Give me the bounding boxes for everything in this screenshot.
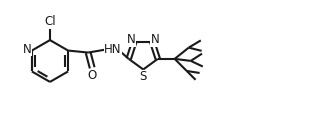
Text: N: N (23, 43, 31, 56)
Text: S: S (139, 70, 146, 83)
Text: Cl: Cl (44, 15, 56, 28)
Text: N: N (151, 33, 159, 46)
Text: O: O (88, 69, 97, 82)
Text: HN: HN (104, 43, 122, 56)
Text: N: N (127, 33, 136, 46)
